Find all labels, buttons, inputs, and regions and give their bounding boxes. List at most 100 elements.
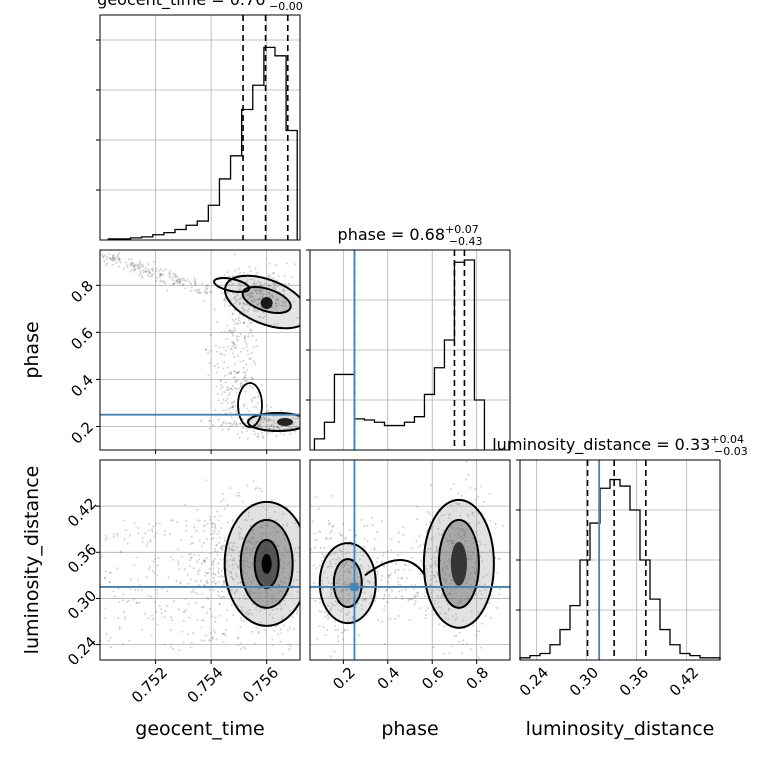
phase_vs_geocent_time-point: [271, 294, 274, 297]
luminosity_distance_vs_geocent_time-point: [249, 590, 252, 593]
luminosity_distance_vs_phase-point: [467, 539, 470, 542]
phase_vs_geocent_time-point: [234, 346, 237, 349]
luminosity_distance_vs_phase-point: [496, 571, 499, 574]
luminosity_distance_vs_geocent_time-point: [306, 586, 308, 588]
luminosity_distance_vs_phase-point: [344, 561, 347, 564]
phase_vs_geocent_time-point: [250, 278, 253, 281]
luminosity_distance_vs_phase-point: [424, 565, 427, 568]
phase_vs_geocent_time-point: [166, 289, 169, 292]
luminosity_distance_vs_phase-point: [381, 621, 384, 624]
luminosity_distance_vs_phase-point: [464, 539, 467, 542]
luminosity_distance_vs_phase-point: [468, 557, 471, 560]
luminosity_distance_vs_phase-point: [433, 574, 436, 577]
luminosity_distance_vs_geocent_time-point: [215, 544, 218, 547]
luminosity_distance_vs_phase-point: [460, 535, 463, 538]
luminosity_distance_vs_geocent_time-point: [255, 626, 258, 629]
luminosity_distance_vs_geocent_time-point: [211, 636, 214, 639]
luminosity_distance_vs_geocent_time-point: [222, 641, 225, 644]
phase_vs_geocent_time-point: [254, 433, 257, 436]
phase_vs_geocent_time-contour-upper: [213, 277, 251, 293]
phase_vs_geocent_time-point: [233, 400, 236, 403]
phase_vs_geocent_time-point: [255, 303, 258, 306]
luminosity_distance_vs_geocent_time-point: [109, 637, 112, 640]
luminosity_distance_vs_geocent_time-point: [271, 609, 274, 612]
phase_vs_geocent_time-point: [226, 401, 229, 404]
luminosity_distance_vs_phase-point: [375, 561, 378, 564]
luminosity_distance_vs_geocent_time-point: [250, 566, 253, 569]
phase_vs_geocent_time-point: [239, 272, 242, 275]
luminosity_distance_vs_phase-point: [442, 530, 445, 533]
luminosity_distance_vs_phase-point: [457, 492, 460, 495]
phase_vs_geocent_time-point: [249, 270, 252, 273]
phase_vs_geocent_time-point: [223, 297, 226, 300]
phase_vs_geocent_time-point: [238, 436, 241, 439]
luminosity_distance_vs_phase-point: [446, 560, 449, 563]
luminosity_distance_vs_phase-point: [432, 556, 435, 559]
luminosity_distance_vs_geocent_time-point: [206, 597, 209, 600]
phase_vs_geocent_time-point: [227, 387, 230, 390]
luminosity_distance_vs_phase-point: [330, 593, 333, 596]
phase_vs_geocent_time-point: [257, 280, 260, 283]
luminosity_distance_vs_geocent_time-point: [198, 558, 201, 561]
phase_vs_geocent_time-point: [263, 418, 266, 421]
phase_vs_geocent_time-point: [139, 272, 142, 275]
phase_vs_geocent_time-point: [238, 301, 241, 304]
luminosity_distance_vs_phase-point: [333, 604, 336, 607]
luminosity_distance_vs_geocent_time-point: [216, 550, 219, 553]
phase_vs_geocent_time-point: [259, 292, 262, 295]
luminosity_distance_vs_geocent_time-point: [214, 582, 217, 585]
luminosity_distance_vs_phase-point: [480, 598, 483, 601]
luminosity_distance_vs_geocent_time-point: [232, 613, 235, 616]
luminosity_distance_vs_phase-point: [394, 571, 397, 574]
phase_vs_geocent_time-point: [139, 260, 142, 263]
phase_vs_geocent_time-point: [266, 432, 269, 435]
luminosity_distance_vs_phase-point: [480, 592, 483, 595]
luminosity_distance_vs_geocent_time-point: [222, 632, 225, 635]
luminosity_distance_vs_geocent_time-point: [218, 575, 221, 578]
phase_vs_geocent_time-point: [271, 294, 274, 297]
luminosity_distance_vs_phase-point: [321, 583, 324, 586]
luminosity_distance_vs_geocent_time-point: [232, 541, 235, 544]
luminosity_distance_vs_phase-point: [366, 580, 369, 583]
luminosity_distance_vs_phase-point: [360, 607, 363, 610]
luminosity_distance_vs_geocent_time-point: [252, 529, 255, 532]
luminosity_distance_vs_geocent_time-point: [209, 519, 212, 522]
luminosity_distance_vs_geocent_time-point: [246, 613, 249, 616]
luminosity_distance_vs_geocent_time-point: [228, 546, 231, 549]
luminosity_distance_vs_phase-point: [416, 594, 419, 597]
phase_vs_geocent_time-point: [269, 285, 272, 288]
luminosity_distance_vs_geocent_time-point: [254, 541, 257, 544]
luminosity_distance_vs_geocent_time-point: [180, 555, 183, 558]
phase_vs_geocent_time-point: [266, 409, 269, 412]
luminosity_distance_vs_geocent_time-point: [225, 568, 228, 571]
luminosity_distance_vs_geocent_time-border: [99, 459, 301, 661]
luminosity_distance_vs_phase-point: [344, 537, 347, 540]
luminosity_distance_vs_geocent_time-point: [203, 560, 206, 563]
phase_vs_geocent_time-point: [158, 275, 161, 278]
luminosity_distance_vs_phase-point: [460, 524, 463, 527]
luminosity_distance_vs_geocent_time-point: [249, 590, 252, 593]
luminosity_distance_vs_phase-point: [376, 573, 379, 576]
phase_vs_geocent_time-point: [251, 334, 254, 337]
luminosity_distance_vs_geocent_time-point: [252, 578, 255, 581]
luminosity_distance_vs_phase-point: [355, 606, 358, 609]
phase_vs_geocent_time-point: [239, 321, 242, 324]
luminosity_distance_vs_phase-point: [385, 588, 388, 591]
luminosity_distance_vs_geocent_time-point: [117, 616, 120, 619]
xtick-label-phase-0: 0.2: [329, 664, 359, 694]
luminosity_distance_vs_phase-point: [466, 552, 469, 555]
phase_vs_geocent_time-point: [256, 292, 259, 295]
luminosity_distance_vs_geocent_time-point: [220, 574, 223, 577]
luminosity_distance_vs_phase-point: [346, 628, 349, 631]
phase_vs_geocent_time-point: [257, 423, 260, 426]
phase_vs_geocent_time-point: [272, 426, 275, 429]
luminosity_distance_vs_geocent_time-point: [186, 573, 189, 576]
phase_vs_geocent_time-point: [233, 346, 236, 349]
luminosity_distance_vs_phase-point: [341, 607, 344, 610]
phase_vs_geocent_time-point: [162, 280, 165, 283]
luminosity_distance_vs_geocent_time-point: [112, 533, 115, 536]
luminosity_distance_vs_phase-point: [343, 563, 346, 566]
luminosity_distance_vs_phase-point: [417, 591, 420, 594]
phase_vs_geocent_time-point: [272, 296, 275, 299]
luminosity_distance_vs_phase-point: [331, 494, 334, 497]
